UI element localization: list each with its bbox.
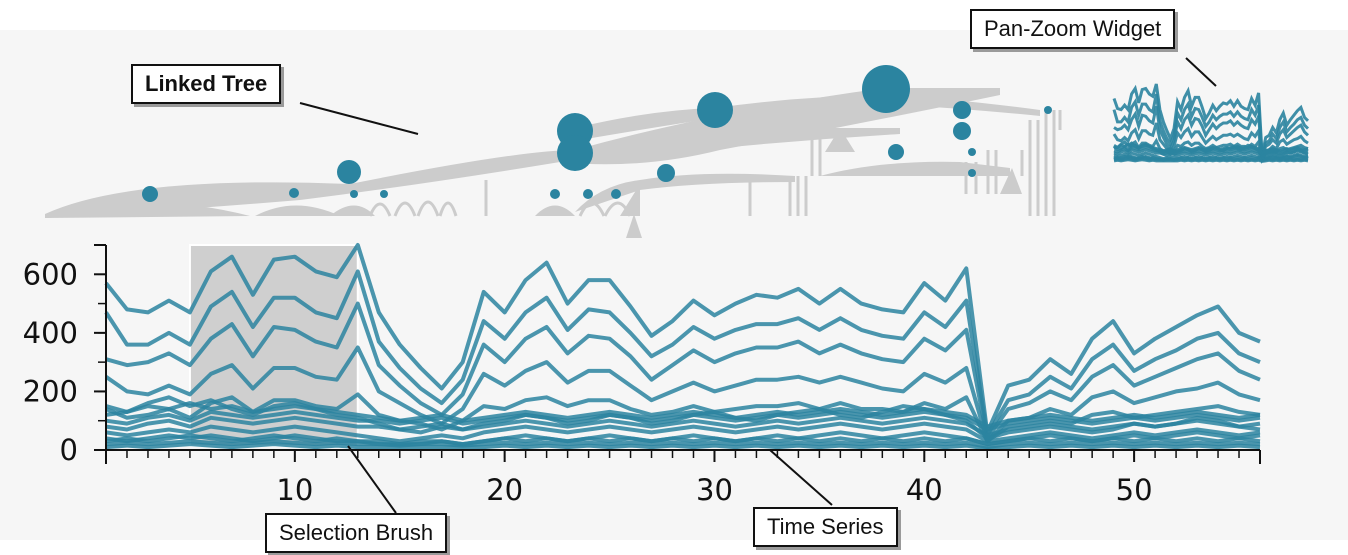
pan-zoom-line-2 <box>1112 93 1310 157</box>
series-line-4 <box>104 345 1261 444</box>
selection-brush-pointer <box>347 445 397 514</box>
pan-zoom-line-9 <box>1113 139 1309 160</box>
callout-linked-tree: Linked Tree <box>131 64 282 104</box>
series-line-13 <box>105 439 1261 450</box>
y-tick-label: 400 <box>23 316 78 350</box>
x-tick-label: 40 <box>906 473 943 507</box>
x-axis: 10 20 30 40 50 <box>105 449 1261 507</box>
series-line-12 <box>105 433 1261 447</box>
y-tick-label: 600 <box>23 257 78 291</box>
time-series-chart[interactable]: 10 20 30 40 50 0 200 400 600 <box>23 243 1261 507</box>
x-tick-label: 50 <box>1116 473 1153 507</box>
linked-tree[interactable] <box>45 65 1062 238</box>
series-line-14 <box>105 442 1261 451</box>
y-tick-label: 0 <box>60 433 78 467</box>
series-line-1 <box>104 243 1261 435</box>
pan-zoom-widget[interactable] <box>1112 83 1310 165</box>
series-line-9 <box>105 395 1261 441</box>
pan-zoom-pointer <box>1185 57 1217 87</box>
time-series-pointer <box>769 449 833 506</box>
x-tick-label: 10 <box>276 473 313 507</box>
series-line-3 <box>105 301 1261 441</box>
series-line-6 <box>105 401 1261 429</box>
x-tick-label: 20 <box>486 473 523 507</box>
y-tick-label: 200 <box>23 374 78 408</box>
pan-zoom-line-1 <box>1112 83 1310 156</box>
callout-time-series: Time Series <box>753 507 898 547</box>
time-series-lines <box>104 243 1261 451</box>
callout-selection-brush: Selection Brush <box>265 513 448 553</box>
series-line-8 <box>105 415 1261 438</box>
pan-zoom-line-3 <box>1113 105 1310 158</box>
series-line-5 <box>105 392 1261 444</box>
pan-zoom-line-14 <box>1113 158 1309 163</box>
series-line-10 <box>105 421 1261 444</box>
y-axis: 0 200 400 600 <box>23 244 107 467</box>
linked-tree-pointer <box>299 102 419 135</box>
x-tick-label: 30 <box>696 473 733 507</box>
series-line-2 <box>104 269 1261 438</box>
callout-pan-zoom-widget: Pan-Zoom Widget <box>970 9 1176 49</box>
